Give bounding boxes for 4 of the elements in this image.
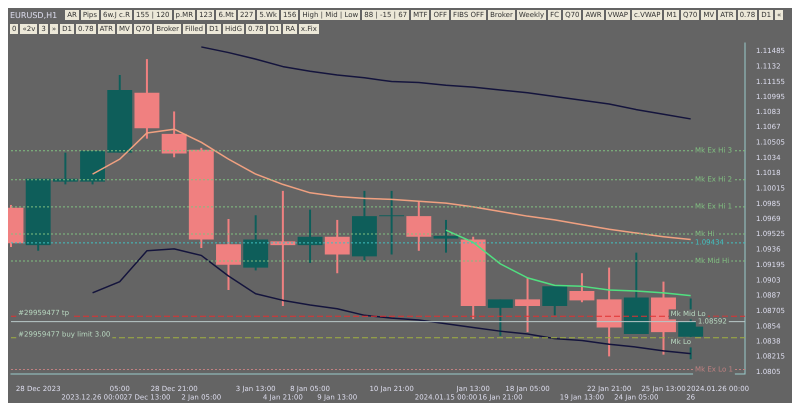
chart-title: EURUSD,H1 <box>10 10 58 20</box>
candlestick <box>515 276 540 334</box>
candlestick <box>298 208 323 264</box>
candlestick <box>379 190 404 256</box>
